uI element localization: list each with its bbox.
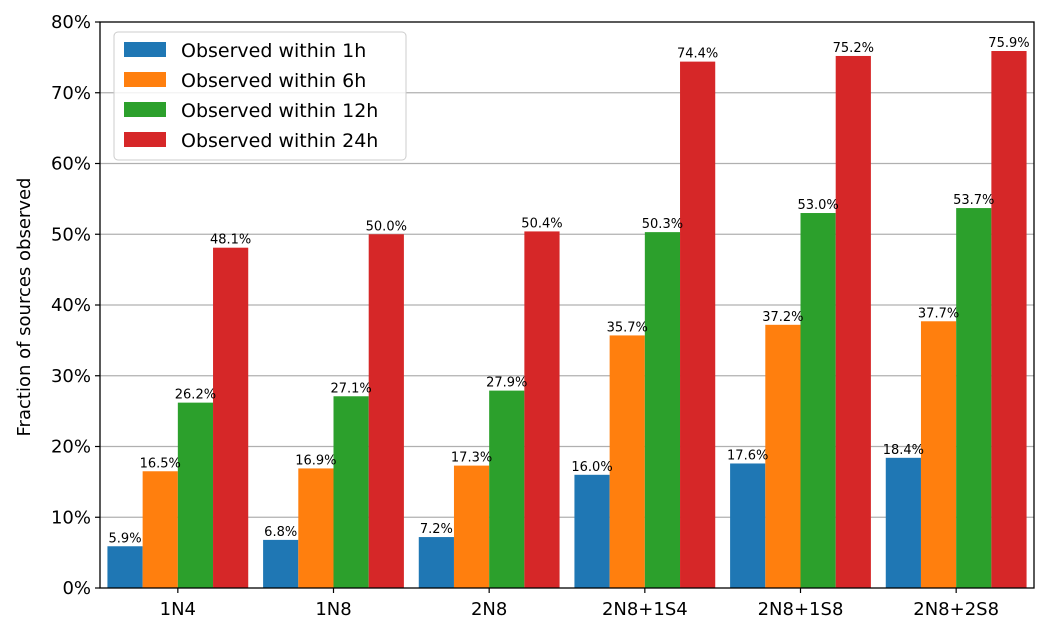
x-tick-label: 1N8 [315,599,351,620]
data-label: 50.0% [366,219,407,234]
data-label: 37.7% [918,306,959,321]
data-label: 75.9% [988,36,1029,51]
data-label: 75.2% [833,41,874,56]
legend-swatch-observed-within-24h [124,132,166,147]
data-label: 37.2% [762,310,803,325]
data-label: 50.3% [642,217,683,232]
data-label: 16.0% [571,460,612,475]
bar-observed-within-12h-2n8-2s8 [956,208,992,588]
y-tick-label: 80% [51,12,91,33]
legend: Observed within 1h Observed within 6h Obse… [113,31,407,161]
data-label: 27.9% [486,376,527,391]
bar-observed-within-12h-2n8 [489,390,525,588]
y-tick-label: 20% [51,437,91,458]
legend-label: Observed within 1h [181,40,366,62]
x-tick-label: 1N4 [160,599,196,620]
data-labels-layer: 5.9% 16.5% 26.2% 48.1% 6.8% 16.9% 27.1% 50.0% 7.… [109,36,1030,546]
data-label: 6.8% [264,525,297,540]
bar-observed-within-24h-2n8-1s4 [680,61,716,589]
bar-observed-within-1h-2n8-2s8 [885,457,921,588]
bar-observed-within-6h-2n8-2s8 [920,321,957,588]
bar-observed-within-1h-2n8 [418,537,454,588]
bar-observed-within-6h-1n8 [298,468,334,588]
bar-observed-within-1h-1n4 [107,546,143,588]
bar-observed-within-24h-2n8 [524,231,560,589]
y-tick-label: 70% [51,83,91,104]
data-label: 35.7% [607,320,648,335]
data-label: 53.0% [797,198,838,213]
y-tick-label: 10% [51,507,91,528]
y-tick-label: 50% [51,224,91,245]
plot-frame [99,21,1035,589]
bar-observed-within-12h-1n4 [177,402,214,588]
y-tick-label: 40% [51,295,91,316]
legend-swatch-observed-within-12h [124,102,166,117]
bar-observed-within-24h-1n4 [213,247,249,588]
data-label: 17.6% [727,448,768,463]
x-tick-label: 2N8+1S8 [758,599,844,620]
bar-observed-within-24h-1n8 [368,234,404,588]
axes-layer: 0% 10% 20% 30% 40% 50% 60% 70% 80% 1N4 1N8 2N8 2N8+1… [51,12,1035,620]
data-label: 74.4% [677,47,718,62]
legend-label: Observed within 12h [181,100,378,122]
bar-observed-within-6h-2n8 [453,465,490,588]
bar-observed-within-12h-1n8 [333,396,369,588]
bar-observed-within-6h-2n8-1s4 [609,335,645,588]
data-label: 5.9% [109,531,142,546]
bar-observed-within-1h-2n8-1s8 [730,463,766,588]
bar-observed-within-1h-2n8-1s4 [574,474,610,588]
legend-swatch-observed-within-6h [124,72,166,87]
x-tick-label: 2N8+1S4 [602,599,688,620]
data-label: 16.5% [140,456,181,471]
y-tick-label: 0% [62,578,91,599]
data-label: 17.3% [451,451,492,466]
data-label: 18.4% [883,443,924,458]
x-tick-label: 2N8+2S8 [913,599,999,620]
bar-observed-within-6h-2n8-1s8 [765,324,801,588]
data-label: 50.4% [521,216,562,231]
data-label: 53.7% [953,193,994,208]
legend-swatch-observed-within-1h [124,42,166,57]
y-axis-label: Fraction of sources observed [14,178,35,437]
legend-label: Observed within 24h [181,130,378,152]
x-tick-label: 2N8 [471,599,507,620]
bar-observed-within-12h-2n8-1s4 [644,232,681,588]
data-label: 27.1% [330,381,371,396]
legend-label: Observed within 6h [181,70,366,92]
bar-observed-within-24h-2n8-1s8 [835,55,871,588]
y-tick-label: 30% [51,366,91,387]
bar-observed-within-24h-2n8-2s8 [991,51,1027,588]
bars-layer [107,51,1027,589]
data-label: 16.9% [295,453,336,468]
legend-box [113,31,407,161]
data-label: 7.2% [420,522,453,537]
data-label: 48.1% [210,233,251,248]
bar-observed-within-1h-1n8 [263,539,299,588]
data-label: 26.2% [175,388,216,403]
bar-observed-within-6h-1n4 [142,471,178,588]
bar-observed-within-12h-2n8-1s8 [800,213,836,588]
y-tick-label: 60% [51,154,91,175]
